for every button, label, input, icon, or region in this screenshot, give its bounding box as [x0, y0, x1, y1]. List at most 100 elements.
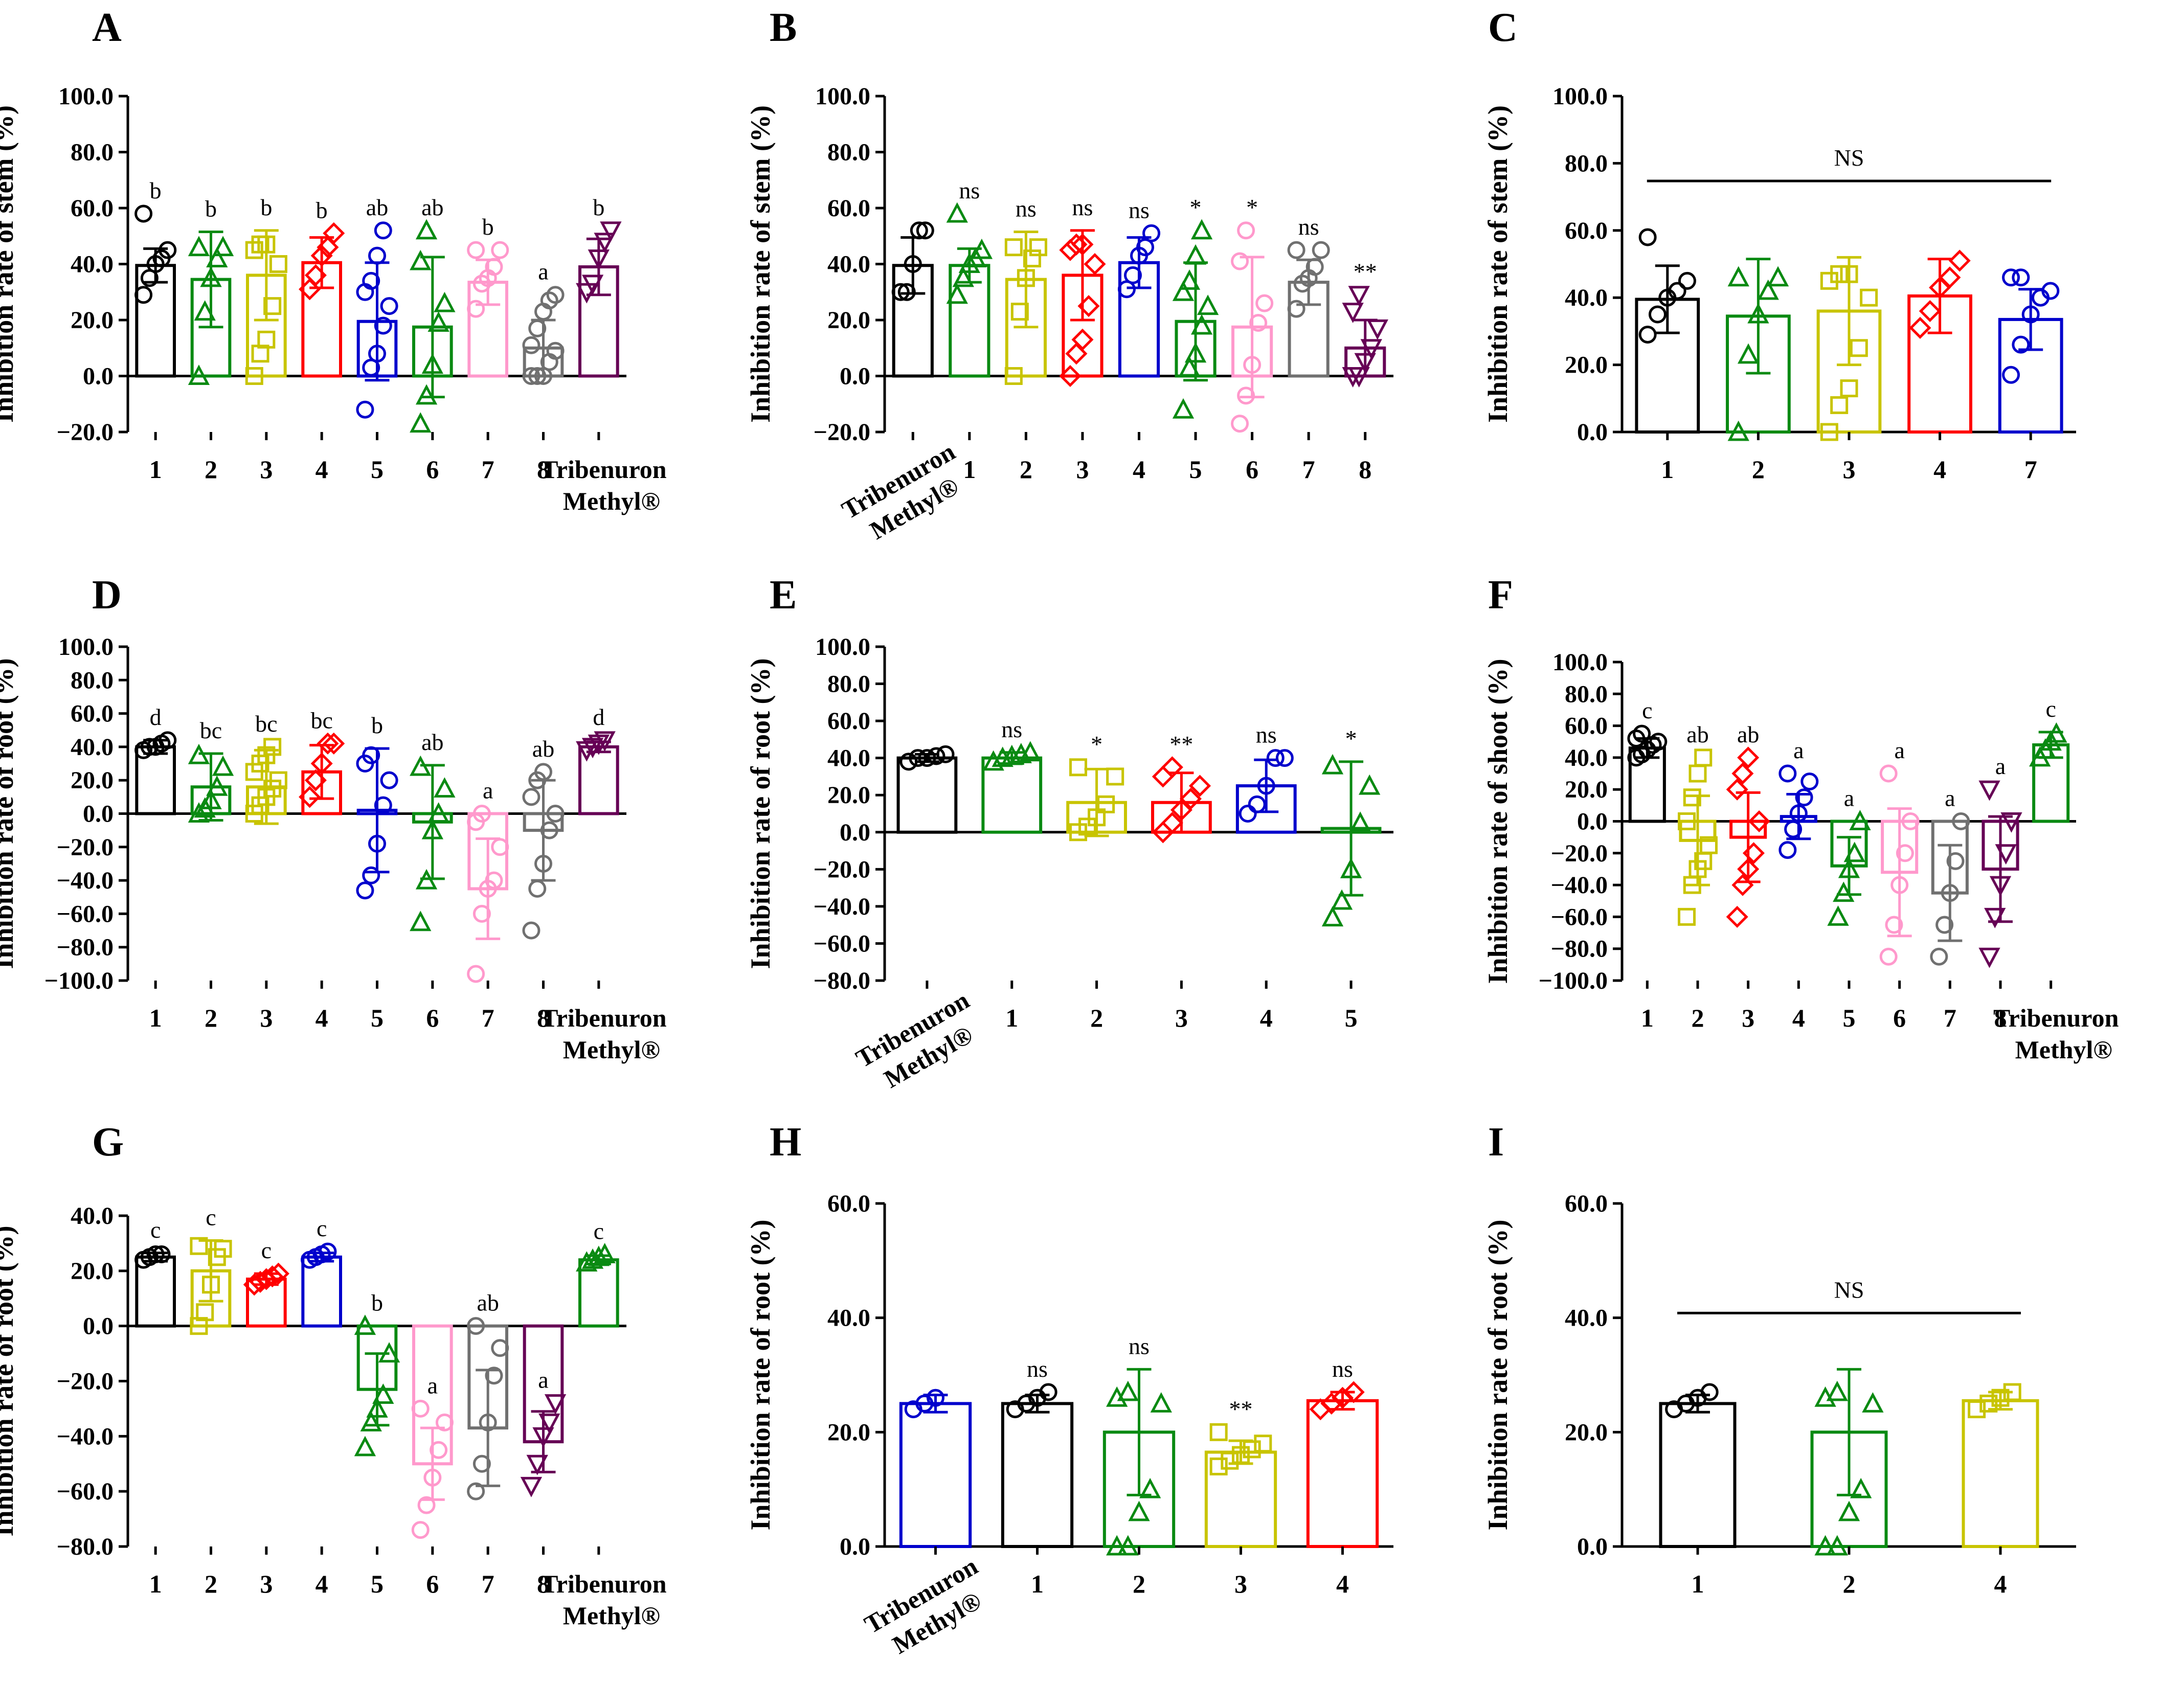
x-tick-label: 7: [1944, 1004, 1956, 1032]
significance-label: **: [1354, 259, 1377, 285]
data-point: [540, 821, 558, 839]
data-point: [1287, 241, 1305, 259]
data-point: [245, 367, 263, 385]
data-point: [360, 1411, 382, 1431]
data-point: [946, 202, 968, 223]
data-point: [1231, 415, 1249, 433]
data-point: [1633, 724, 1651, 743]
x-tick-label: 2: [1752, 455, 1765, 484]
data-point: [2000, 812, 2022, 833]
y-tick-label: −40.0: [1551, 872, 1608, 899]
data-point: [417, 1496, 436, 1514]
significance-label: ns: [1072, 194, 1093, 220]
y-tick-label: −80.0: [814, 967, 870, 994]
data-point: [520, 1476, 543, 1497]
significance-label: a: [1945, 785, 1955, 811]
y-tick-label: −20.0: [57, 1368, 114, 1395]
data-point: [1879, 947, 1898, 966]
data-point: [546, 805, 565, 823]
data-point: [245, 241, 263, 259]
y-tick-label: 40.0: [71, 251, 114, 278]
data-point: [1059, 239, 1082, 261]
data-point: [909, 749, 927, 767]
significance-label: b: [482, 214, 494, 240]
data-point: [374, 796, 392, 814]
significance-label: b: [316, 197, 328, 223]
data-point: [467, 1482, 485, 1500]
significance-label: bc: [255, 711, 277, 737]
panel-letter: F: [1488, 573, 1513, 618]
data-point: [196, 1303, 214, 1322]
x-tick-label: 1: [1031, 1569, 1044, 1598]
y-tick-label: 20.0: [1565, 1419, 1608, 1446]
y-tick-label: −80.0: [57, 1533, 114, 1560]
x-tick-label: 8: [537, 1004, 550, 1032]
data-point: [267, 1262, 289, 1285]
data-point: [1117, 1380, 1139, 1401]
y-axis-label: Inhibition rate of root (%): [745, 658, 776, 969]
y-tick-label: 60.0: [827, 1190, 870, 1217]
y-tick-label: 40.0: [71, 1202, 114, 1230]
x-tick-label: 6: [1893, 1004, 1906, 1032]
data-point: [1142, 224, 1161, 242]
data-point: [263, 738, 282, 756]
y-tick-label: −80.0: [57, 934, 114, 961]
panel-letter: G: [92, 1120, 124, 1165]
data-point: [427, 802, 449, 823]
significance-label: *: [1091, 731, 1102, 757]
significance-label: ns: [1332, 1356, 1353, 1382]
significance-label: a: [427, 1372, 438, 1398]
data-point: [190, 1317, 208, 1335]
data-point: [1919, 300, 1941, 323]
data-point: [1312, 241, 1330, 259]
y-tick-label: 40.0: [1565, 744, 1608, 771]
significance-label: *: [1345, 725, 1357, 752]
data-point: [1850, 1477, 1872, 1498]
data-point: [472, 805, 491, 823]
data-point: [918, 749, 936, 767]
data-point: [356, 400, 374, 419]
y-tick-label: 20.0: [1565, 352, 1608, 379]
x-tick-label: 7: [2024, 455, 2037, 484]
data-point: [269, 255, 287, 273]
panel-e: E Inhibition rate of root (%) 100.0 80.0 60.…: [745, 573, 1393, 1094]
panel-letter: C: [1488, 5, 1518, 50]
data-point: [1197, 294, 1219, 315]
data-point: [212, 236, 234, 257]
data-point: [522, 921, 541, 940]
data-point: [1978, 947, 2000, 968]
data-point: [299, 786, 321, 808]
data-point: [467, 241, 485, 259]
data-point: [263, 297, 282, 315]
significance-label: b: [260, 194, 272, 220]
data-point: [1830, 265, 1849, 283]
data-point: [1331, 889, 1353, 910]
significance-label: ns: [1001, 716, 1022, 742]
significance-label: a: [483, 778, 493, 804]
y-tick-label: 0.0: [840, 1533, 870, 1560]
y-tick-label: 60.0: [1565, 217, 1608, 244]
x-tick-label: 2: [1133, 1569, 1145, 1598]
y-tick-label: −20.0: [57, 419, 114, 446]
x-tick-label: 6: [426, 1569, 439, 1598]
y-tick-label: 40.0: [71, 734, 114, 761]
data-point: [576, 283, 598, 304]
x-tick-label-line: Methyl®: [563, 1601, 660, 1630]
x-tick-label: 1: [1692, 1569, 1704, 1598]
x-tick-label: 6: [426, 1004, 439, 1032]
data-point: [1117, 1535, 1139, 1556]
data-point: [2041, 282, 2060, 300]
data-point: [1678, 812, 1696, 830]
data-point: [1668, 282, 1686, 300]
data-point: [1946, 852, 1965, 870]
data-point: [1209, 1457, 1228, 1475]
data-point: [1767, 266, 1789, 287]
data-point: [1172, 280, 1195, 301]
data-point: [1726, 778, 1748, 801]
data-point: [206, 247, 228, 268]
data-point: [374, 316, 392, 335]
y-tick-label: −40.0: [57, 1423, 114, 1450]
x-tick-label: 8: [1359, 455, 1371, 484]
